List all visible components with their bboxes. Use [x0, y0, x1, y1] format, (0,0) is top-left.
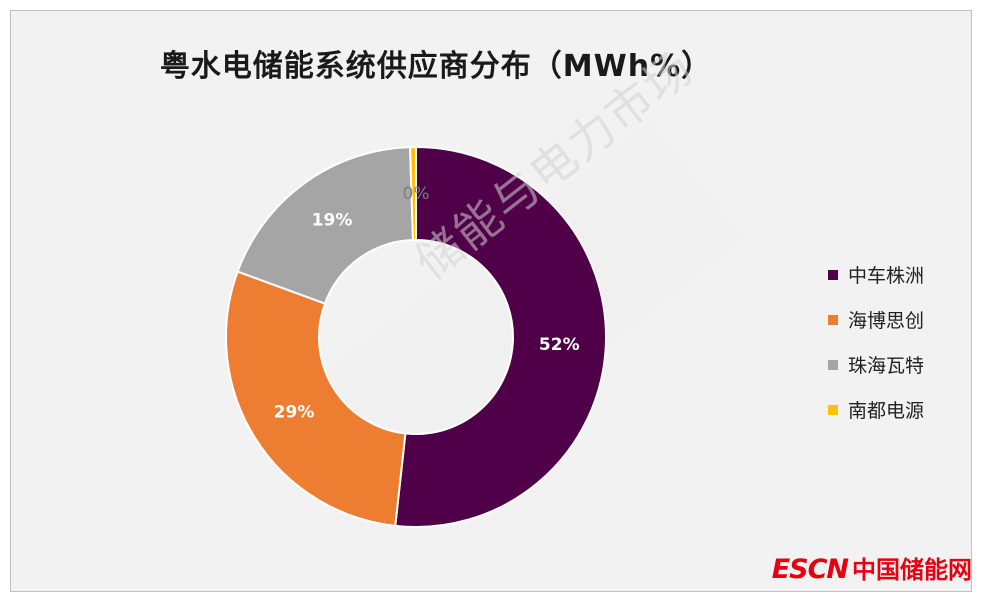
legend-swatch	[828, 314, 838, 325]
data-label: 29%	[274, 403, 315, 423]
legend-label: 珠海瓦特	[848, 355, 925, 377]
chart-legend: 中车株洲 海博思创 珠海瓦特 南都电源	[828, 252, 924, 432]
legend-label: 海博思创	[848, 310, 925, 332]
legend-item: 南都电源	[828, 387, 924, 432]
donut-slice	[236, 146, 414, 305]
logo-name: 中国储能网	[852, 556, 972, 584]
data-label: 0%	[403, 184, 430, 204]
logo-brand: ESCN	[771, 554, 849, 585]
legend-swatch	[828, 269, 838, 280]
legend-label: 南都电源	[848, 400, 925, 422]
data-label: 19%	[312, 211, 353, 231]
escn-logo: ESCN 中国储能网	[772, 550, 972, 585]
legend-item: 珠海瓦特	[828, 342, 924, 387]
data-label: 52%	[539, 335, 580, 355]
donut-slice	[409, 145, 417, 242]
legend-swatch	[828, 404, 838, 415]
donut-slice	[225, 270, 407, 527]
legend-item: 海博思创	[828, 297, 924, 342]
legend-label: 中车株洲	[848, 265, 925, 287]
legend-item: 中车株洲	[828, 252, 924, 297]
legend-swatch	[828, 359, 838, 370]
chart-title: 粤水电储能系统供应商分布（MWh%）	[159, 49, 713, 84]
donut-slice	[394, 145, 607, 528]
